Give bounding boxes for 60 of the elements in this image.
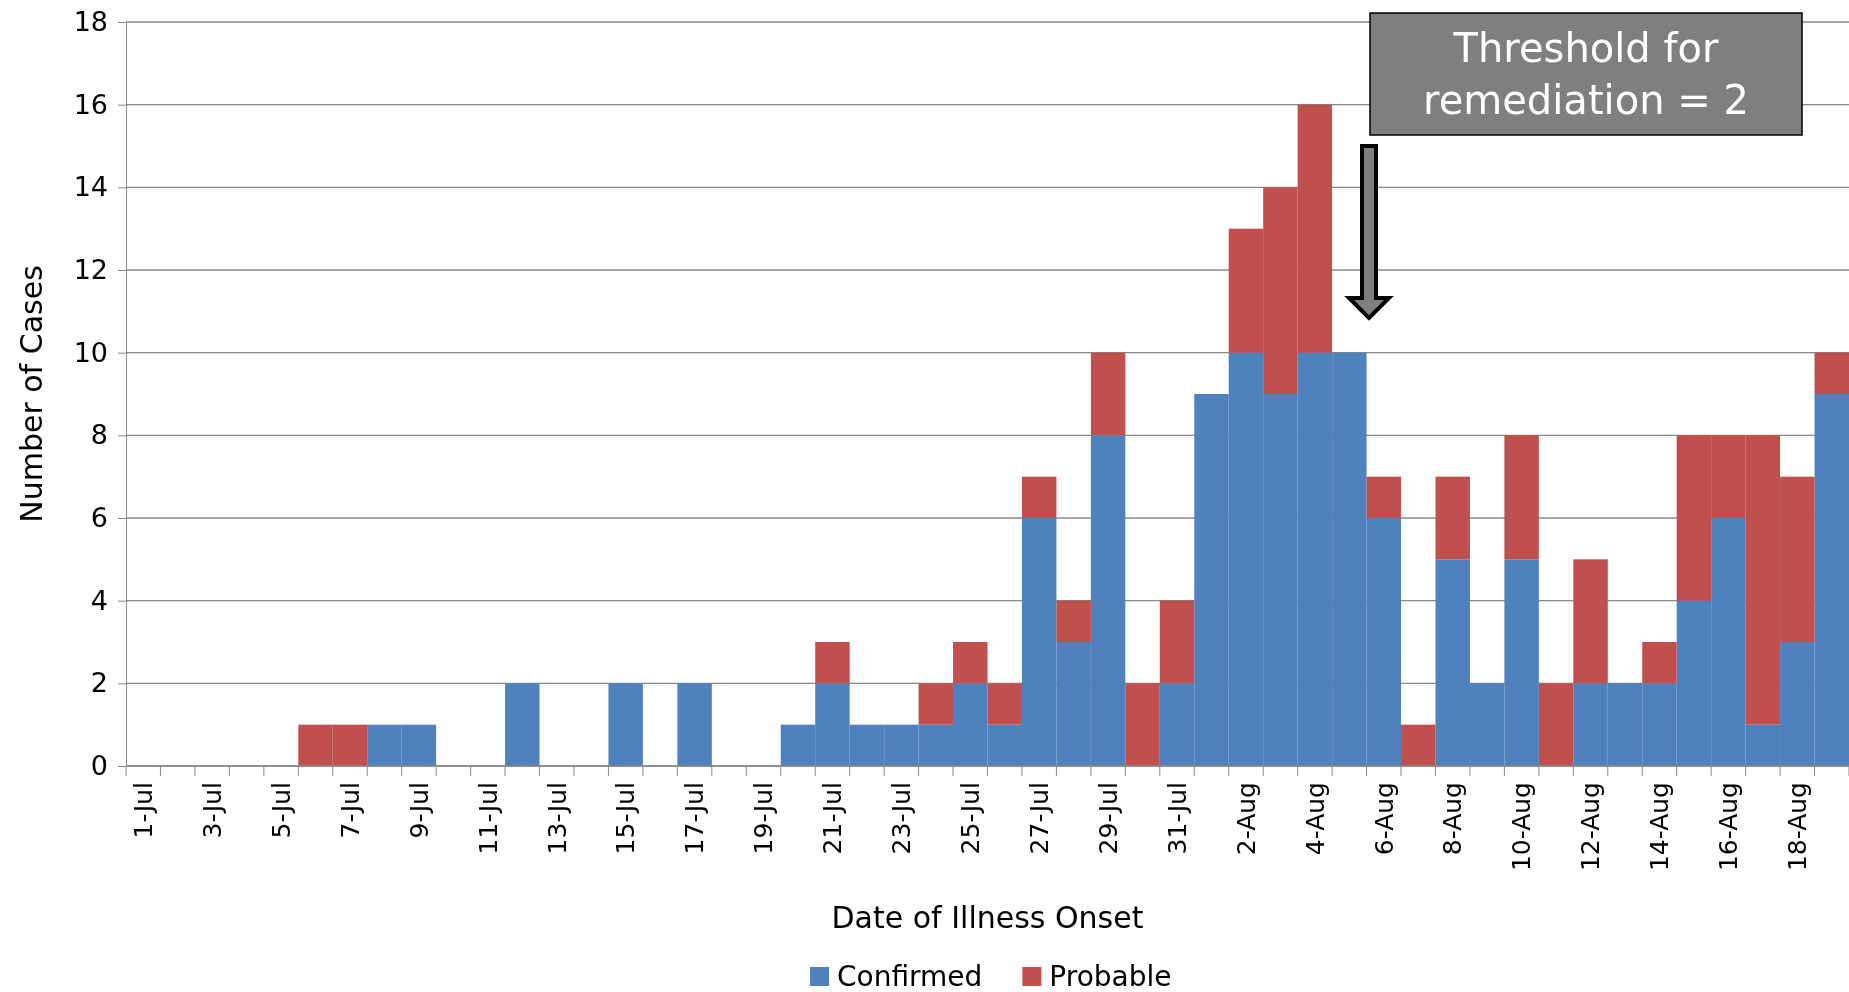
bar (1814, 352, 1849, 394)
x-tick-label: 3-Jul (197, 782, 227, 839)
bar (1401, 724, 1436, 766)
x-tick-label: 11-Jul (473, 782, 503, 855)
bar (1021, 476, 1057, 518)
bar (1366, 476, 1402, 518)
x-tick-label: 19-Jul (749, 782, 779, 855)
x-tick-label: 6-Aug (1369, 782, 1399, 856)
x-tick-label: 31-Jul (1162, 782, 1192, 855)
x-tick-label: 12-Aug (1576, 782, 1606, 872)
y-tick-label: 16 (73, 88, 108, 120)
legend-label: Probable (1049, 960, 1172, 992)
annotation: Threshold for remediation = 2 (1423, 25, 1749, 123)
y-tick-label: 8 (90, 419, 108, 451)
x-tick-label: 18-Aug (1783, 782, 1813, 872)
x-tick-label: 25-Jul (956, 782, 986, 855)
bar (1090, 352, 1126, 436)
y-tick-label: 14 (73, 171, 108, 203)
bar (953, 642, 988, 684)
bar (505, 683, 540, 766)
x-tick-label: 10-Aug (1507, 782, 1537, 872)
bar (987, 683, 1022, 725)
legend-label: Confirmed (837, 960, 983, 992)
bar (1538, 683, 1574, 766)
x-tick-label: 13-Jul (542, 782, 572, 855)
bar (918, 683, 954, 725)
bar (1504, 435, 1539, 560)
bar (1573, 559, 1608, 684)
x-tick-label: 8-Aug (1438, 782, 1468, 856)
x-tick-label: 15-Jul (611, 782, 641, 855)
y-tick-label: 18 (73, 6, 108, 38)
bar (1642, 642, 1677, 684)
y-tick-label: 12 (73, 254, 108, 286)
y-tick-label: 0 (90, 750, 108, 782)
x-tick-label: 16-Aug (1714, 782, 1744, 872)
x-tick-label: 21-Jul (818, 782, 848, 855)
y-tick-label: 10 (73, 336, 108, 368)
bar (1159, 600, 1195, 684)
x-tick-label: 29-Jul (1093, 782, 1123, 855)
x-tick-label: 4-Aug (1300, 782, 1330, 856)
bar (815, 642, 850, 684)
y-axis-title: Number of Cases (14, 265, 49, 523)
x-tick-label: 17-Jul (680, 782, 710, 855)
y-tick-label: 4 (90, 584, 108, 616)
bar (677, 683, 712, 766)
x-tick-label: 2-Aug (1231, 782, 1261, 856)
x-tick-label: 5-Jul (266, 782, 296, 839)
x-axis-title: Date of Illness Onset (831, 900, 1144, 935)
y-tick-label: 6 (90, 502, 108, 534)
bar (1056, 600, 1091, 642)
x-tick-label: 7-Jul (335, 782, 365, 839)
x-tick-label: 23-Jul (887, 782, 917, 855)
x-tick-label: 9-Jul (404, 782, 434, 839)
x-tick-label: 27-Jul (1024, 782, 1054, 855)
bar (608, 683, 643, 766)
x-tick-label: 14-Aug (1645, 782, 1675, 872)
x-tick-label: 1-Jul (128, 782, 158, 839)
y-tick-label: 2 (90, 667, 108, 699)
bar (1435, 476, 1470, 560)
bar (1125, 683, 1160, 766)
